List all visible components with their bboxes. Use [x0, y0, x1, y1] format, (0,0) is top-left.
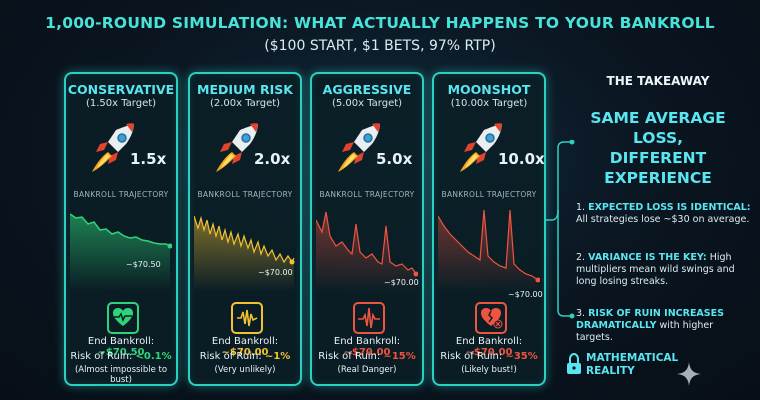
lock-icon [567, 353, 581, 374]
trajectory-label: BANKROLL TRAJECTORY [197, 190, 293, 199]
bankroll-chart [316, 211, 418, 292]
card-name: MEDIUM RISK [197, 82, 293, 97]
multiplier-label: 5.0x [376, 150, 413, 168]
risk-note: (Almost impossible to bust) [74, 365, 168, 385]
rocket-icon [460, 123, 502, 172]
risk-note: (Likely bust!) [461, 365, 517, 375]
risk-of-ruin-stat: Risk of Ruin: ~1% [199, 351, 291, 362]
rocket-icon [216, 123, 258, 172]
multiplier-label: 1.5x [130, 150, 167, 168]
risk-of-ruin-stat: Risk of Ruin: ~15% [318, 351, 416, 362]
end-point [167, 243, 172, 249]
risk-of-ruin-stat: Risk of Ruin: ~35% [440, 351, 538, 362]
strategy-card-medium-risk: MEDIUM RISK (2.00x Target) 2.0x BANKROLL… [188, 72, 302, 386]
broken-heart-icon [475, 302, 507, 334]
card-target: (10.00x Target) [450, 98, 528, 109]
multiplier-label: 10.0x [498, 150, 545, 168]
rocket-icon [92, 123, 134, 172]
card-name: MOONSHOT [447, 82, 531, 97]
takeaway-headline: SAME AVERAGE LOSS, DIFFERENT EXPERIENCE [590, 109, 726, 187]
takeaway-point-3: 3. RISK OF RUIN INCREASES DRAMATICALLY w… [576, 308, 724, 343]
trajectory-label: BANKROLL TRAJECTORY [73, 190, 169, 199]
takeaway-point-1: 1. EXPECTED LOSS IS IDENTICAL: All strat… [576, 202, 751, 225]
waveform-icon [231, 302, 263, 334]
end-bankroll-stat: End Bankroll: ~$70.00 [455, 336, 523, 358]
sparkle-icon [677, 362, 701, 386]
mathematical-reality-label: MATHEMATICAL REALITY [586, 352, 679, 377]
risk-note: (Real Danger) [337, 365, 397, 375]
heart-pulse-icon [107, 302, 139, 334]
chart-end-label: ~$70.50 [126, 260, 161, 269]
end-point [535, 277, 540, 283]
rocket-icon [338, 123, 380, 172]
end-point [289, 259, 295, 265]
card-name: CONSERVATIVE [67, 82, 175, 97]
end-bankroll-stat: End Bankroll: ~$70.00 [333, 336, 401, 358]
risk-note: (Very unlikely) [214, 365, 276, 375]
card-target: (5.00x Target) [331, 98, 403, 109]
risk-of-ruin-stat: Risk of Ruin: <0.1% [70, 351, 172, 362]
bankroll-chart [194, 215, 295, 292]
card-target: (2.00x Target) [209, 98, 281, 109]
chart-end-label: ~$70.00 [508, 290, 543, 299]
takeaway-point-2: 2. VARIANCE IS THE KEY: High multipliers… [576, 252, 735, 287]
page-title: 1,000-ROUND SIMULATION: WHAT ACTUALLY HA… [45, 14, 715, 32]
chart-end-label: ~$70.00 [384, 278, 419, 287]
trajectory-label: BANKROLL TRAJECTORY [441, 190, 537, 199]
bankroll-chart [438, 209, 540, 292]
end-bankroll-stat: End Bankroll: ~$70.00 [211, 336, 279, 358]
strategy-card-aggressive: AGGRESSIVE (5.00x Target) 5.0x BANKROLL … [310, 72, 424, 386]
multiplier-label: 2.0x [254, 150, 291, 168]
spike-pulse-icon [353, 302, 385, 334]
bankroll-chart [70, 213, 172, 292]
strategy-card-moonshot: MOONSHOT (10.00x Target) 10.0x BANKROLL … [432, 72, 546, 386]
end-point [413, 271, 418, 277]
bracket-connector [544, 140, 575, 319]
end-bankroll-stat: End Bankroll: ~$70.50 [87, 336, 155, 358]
chart-end-label: ~$70.00 [258, 268, 293, 277]
page-subtitle: ($100 START, $1 BETS, 97% RTP) [264, 38, 496, 54]
card-name: AGGRESSIVE [322, 82, 412, 97]
strategy-card-conservative: CONSERVATIVE (1.50x Target) 1.5x BANKROL… [64, 72, 178, 386]
card-target: (1.50x Target) [85, 98, 157, 109]
takeaway-heading: THE TAKEAWAY [606, 74, 710, 88]
trajectory-label: BANKROLL TRAJECTORY [319, 190, 415, 199]
